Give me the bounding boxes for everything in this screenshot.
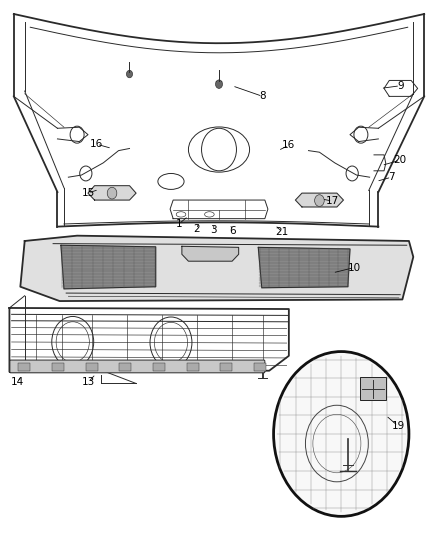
- Bar: [85, 364, 98, 370]
- Text: 13: 13: [81, 377, 95, 387]
- Circle shape: [127, 70, 133, 78]
- Circle shape: [107, 187, 117, 199]
- Bar: [187, 364, 199, 370]
- Bar: [119, 364, 131, 370]
- Text: 2: 2: [193, 224, 200, 235]
- Text: 1: 1: [176, 219, 182, 229]
- Polygon shape: [61, 245, 155, 289]
- Text: 16: 16: [90, 139, 103, 149]
- Circle shape: [215, 80, 223, 88]
- Text: 8: 8: [259, 91, 266, 101]
- Polygon shape: [182, 246, 239, 261]
- Text: 20: 20: [394, 155, 407, 165]
- Bar: [220, 364, 233, 370]
- Text: 17: 17: [326, 196, 339, 206]
- Polygon shape: [88, 185, 136, 200]
- Text: 14: 14: [11, 377, 24, 387]
- Text: 19: 19: [392, 421, 405, 431]
- Circle shape: [274, 352, 409, 516]
- Text: 16: 16: [282, 140, 296, 150]
- Polygon shape: [295, 193, 343, 207]
- Polygon shape: [258, 247, 350, 288]
- Circle shape: [314, 195, 324, 206]
- Text: 10: 10: [348, 263, 361, 272]
- FancyBboxPatch shape: [10, 360, 265, 373]
- Text: 6: 6: [230, 226, 236, 236]
- Text: 9: 9: [397, 81, 403, 91]
- Text: 21: 21: [276, 227, 289, 237]
- Text: 15: 15: [81, 188, 95, 198]
- FancyArrowPatch shape: [216, 82, 222, 87]
- Bar: [18, 364, 30, 370]
- Text: 3: 3: [210, 225, 217, 236]
- Text: 7: 7: [388, 172, 395, 182]
- Bar: [254, 364, 266, 370]
- Bar: [52, 364, 64, 370]
- Bar: [153, 364, 165, 370]
- Polygon shape: [20, 236, 413, 301]
- FancyBboxPatch shape: [360, 377, 386, 400]
